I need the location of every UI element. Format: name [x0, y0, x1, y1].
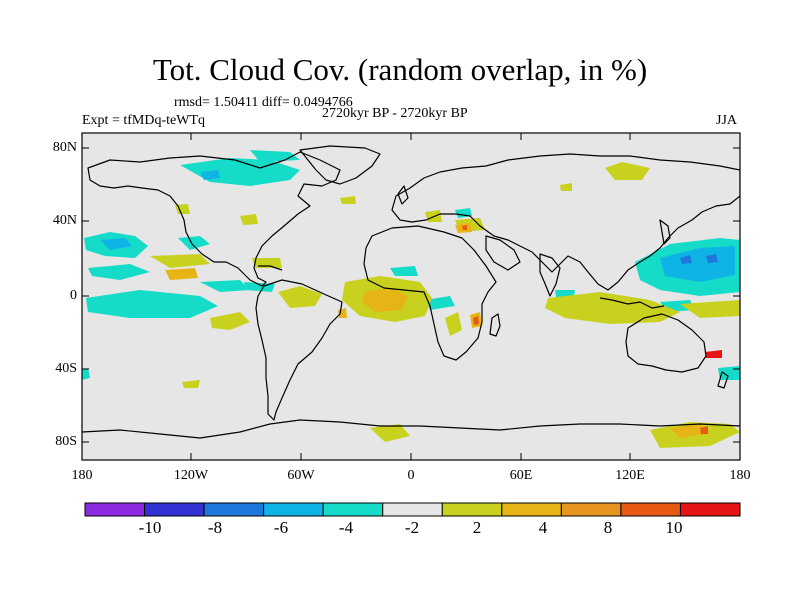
- colorbar-swatch: [501, 502, 562, 517]
- anomaly-region: [705, 350, 722, 358]
- anomaly-region: [560, 183, 572, 191]
- anomaly-region: [86, 290, 218, 318]
- coastline-south-america: [255, 279, 343, 421]
- colorbar-swatch: [322, 502, 384, 517]
- lon-label-180e: 180: [729, 468, 751, 483]
- colorbar-swatch: [263, 502, 324, 517]
- colorbar-swatch: [679, 502, 741, 517]
- colorbar-swatch: [382, 502, 443, 517]
- colorbar-swatch: [144, 502, 205, 517]
- colorbar-label: -6: [273, 518, 289, 537]
- lat-label-80s: 80S: [55, 434, 77, 449]
- lat-label-40n: 40N: [52, 213, 77, 228]
- experiment-label: Expt = tfMDq-teWTq: [82, 113, 205, 128]
- period-label: 2720kyr BP - 2720kyr BP: [322, 106, 468, 121]
- stats-line: rmsd= 1.50411 diff= 0.0494766: [174, 95, 353, 110]
- anomaly-region: [150, 254, 210, 268]
- coastline-australia: [625, 313, 707, 373]
- anomaly-region: [88, 264, 150, 280]
- coastline-japan: [659, 219, 671, 245]
- lat-label-40s: 40S: [55, 361, 77, 376]
- colorbar-swatch: [441, 502, 503, 517]
- colorbar-label: -10: [138, 518, 162, 537]
- lon-label-180w: 180: [71, 468, 93, 483]
- coastline-greenland: [299, 145, 381, 185]
- anomaly-region: [200, 170, 220, 180]
- anomaly-region: [370, 424, 410, 442]
- anomaly-region: [240, 214, 258, 225]
- anomaly-region: [680, 255, 692, 264]
- colorbar-label: 4: [538, 518, 548, 537]
- coastline-indonesia: [599, 297, 665, 309]
- anomaly-region: [680, 300, 740, 318]
- colorbar-label: 8: [603, 518, 613, 537]
- axis-ticks: [81, 133, 741, 460]
- anomaly-region: [425, 210, 442, 222]
- season-label: JJA: [716, 113, 738, 128]
- colorbar-swatch: [620, 502, 681, 517]
- anomaly-region: [605, 162, 650, 180]
- coastline-north-america: [87, 151, 341, 287]
- anomaly-region: [178, 236, 210, 250]
- colorbar-swatch: [84, 502, 146, 517]
- anomaly-region: [545, 292, 680, 324]
- coastline-arabia: [485, 235, 521, 271]
- anomaly-region: [362, 288, 408, 312]
- lon-label-0: 0: [407, 468, 415, 483]
- lon-label-60w: 60W: [287, 468, 315, 483]
- anomaly-region: [278, 286, 322, 308]
- lat-label-80n: 80N: [52, 140, 77, 155]
- anomaly-region: [445, 312, 462, 336]
- anomaly-region: [462, 225, 467, 230]
- anomaly-region: [100, 238, 132, 250]
- anomaly-region: [390, 266, 418, 276]
- colorbar-label: 10: [665, 518, 683, 537]
- anomaly-region: [182, 380, 200, 388]
- anomaly-region: [210, 312, 250, 330]
- coastline-madagascar: [489, 313, 501, 337]
- coastline-eurasia: [391, 153, 740, 291]
- colorbar-label: -2: [404, 518, 420, 537]
- anomaly-region: [200, 280, 250, 292]
- colorbar-label: -8: [207, 518, 223, 537]
- anomaly-region: [555, 290, 575, 297]
- colorbar: [84, 502, 741, 517]
- anomaly-region: [340, 196, 356, 204]
- coastline-antarctica: [82, 419, 740, 439]
- colorbar-label: -4: [338, 518, 354, 537]
- lat-label-0: 0: [70, 288, 77, 303]
- anomaly-region: [165, 268, 198, 280]
- coastline-india: [539, 253, 561, 297]
- anomaly-region: [670, 424, 706, 438]
- colorbar-swatch: [203, 502, 265, 517]
- coastlines: [82, 145, 740, 439]
- anomaly-region: [700, 426, 708, 434]
- plot-title: Tot. Cloud Cov. (random overlap, in %): [152, 52, 648, 87]
- coastline-uk: [397, 185, 409, 205]
- anomaly-region: [82, 368, 90, 380]
- lon-label-120e: 120E: [615, 468, 645, 483]
- coastline-africa: [363, 225, 497, 361]
- anomaly-region: [150, 298, 180, 310]
- anomaly-region: [473, 316, 479, 325]
- lon-label-60e: 60E: [509, 468, 533, 483]
- colorbar-label: 2: [472, 518, 482, 537]
- coastline-caribbean: [258, 265, 283, 271]
- colorbar-swatch: [560, 502, 622, 517]
- coastline-new-zealand: [717, 371, 729, 389]
- anomaly-region: [425, 296, 455, 310]
- anomaly-region: [706, 254, 718, 263]
- lon-label-120w: 120W: [173, 468, 209, 483]
